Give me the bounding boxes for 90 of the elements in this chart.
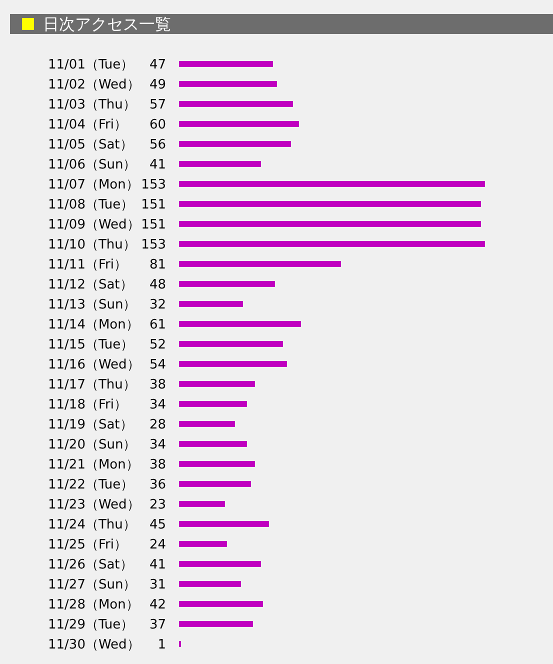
y-tick-label: 11/20（Sun） bbox=[48, 438, 136, 453]
y-tick-label: 11/06（Sun） bbox=[48, 158, 136, 173]
y-tick-label: 11/01（Tue） bbox=[48, 58, 134, 73]
y-tick-label: 11/22（Tue） bbox=[48, 478, 134, 493]
bar bbox=[179, 101, 293, 107]
y-tick-label: 11/24（Thu） bbox=[48, 518, 136, 533]
bar bbox=[179, 201, 481, 207]
data-label: 47 bbox=[149, 58, 166, 73]
y-tick-label: 11/23（Wed） bbox=[48, 498, 140, 513]
y-tick-label: 11/28（Mon） bbox=[48, 598, 139, 613]
bar bbox=[179, 601, 263, 607]
data-label: 34 bbox=[149, 438, 166, 453]
y-tick-label: 11/08（Tue） bbox=[48, 198, 134, 213]
data-label: 38 bbox=[149, 378, 166, 393]
bar bbox=[179, 561, 261, 567]
data-label: 45 bbox=[149, 518, 166, 533]
data-label: 38 bbox=[149, 458, 166, 473]
data-label: 42 bbox=[149, 598, 166, 613]
bar bbox=[179, 361, 287, 367]
data-label: 36 bbox=[149, 478, 166, 493]
y-tick-label: 11/15（Tue） bbox=[48, 338, 134, 353]
bar bbox=[179, 581, 241, 587]
bar bbox=[179, 161, 261, 167]
y-tick-label: 11/29（Tue） bbox=[48, 618, 134, 633]
data-label: 151 bbox=[141, 218, 166, 233]
y-tick-label: 11/17（Thu） bbox=[48, 378, 136, 393]
data-label: 32 bbox=[149, 298, 166, 313]
y-tick-label: 11/16（Wed） bbox=[48, 358, 140, 373]
y-tick-label: 11/07（Mon） bbox=[48, 178, 139, 193]
data-label: 41 bbox=[149, 558, 166, 573]
data-label: 81 bbox=[149, 258, 166, 273]
y-tick-label: 11/11（Fri） bbox=[48, 258, 127, 273]
bar bbox=[179, 541, 227, 547]
data-label: 31 bbox=[149, 578, 166, 593]
data-label: 24 bbox=[149, 538, 166, 553]
bar bbox=[179, 181, 485, 187]
bar bbox=[179, 221, 481, 227]
data-label: 151 bbox=[141, 198, 166, 213]
bar bbox=[179, 381, 255, 387]
y-tick-label: 11/13（Sun） bbox=[48, 298, 136, 313]
data-label: 34 bbox=[149, 398, 166, 413]
bar bbox=[179, 421, 235, 427]
bar bbox=[179, 341, 283, 347]
data-label: 48 bbox=[149, 278, 166, 293]
bar bbox=[179, 241, 485, 247]
bar bbox=[179, 621, 253, 627]
y-tick-label: 11/18（Fri） bbox=[48, 398, 127, 413]
data-label: 153 bbox=[141, 238, 166, 253]
y-tick-label: 11/05（Sat） bbox=[48, 138, 133, 153]
y-tick-label: 11/04（Fri） bbox=[48, 118, 127, 133]
data-label: 61 bbox=[149, 318, 166, 333]
data-label: 60 bbox=[149, 118, 166, 133]
y-tick-label: 11/27（Sun） bbox=[48, 578, 136, 593]
bar bbox=[179, 461, 255, 467]
data-label: 49 bbox=[149, 78, 166, 93]
data-label: 28 bbox=[149, 418, 166, 433]
bar bbox=[179, 401, 247, 407]
bar bbox=[179, 81, 277, 87]
y-tick-label: 11/14（Mon） bbox=[48, 318, 139, 333]
bar bbox=[179, 121, 299, 127]
y-tick-label: 11/12（Sat） bbox=[48, 278, 133, 293]
bar bbox=[179, 261, 341, 267]
y-tick-label: 11/10（Thu） bbox=[48, 238, 136, 253]
y-tick-label: 11/19（Sat） bbox=[48, 418, 133, 433]
data-label: 41 bbox=[149, 158, 166, 173]
bar bbox=[179, 301, 243, 307]
y-tick-label: 11/25（Fri） bbox=[48, 538, 127, 553]
data-label: 52 bbox=[149, 338, 166, 353]
data-label: 57 bbox=[149, 98, 166, 113]
bar bbox=[179, 321, 301, 327]
bar bbox=[179, 441, 247, 447]
bar bbox=[179, 481, 251, 487]
y-tick-label: 11/03（Thu） bbox=[48, 98, 136, 113]
bar bbox=[179, 521, 269, 527]
data-label: 23 bbox=[149, 498, 166, 513]
bar bbox=[179, 281, 275, 287]
y-tick-label: 11/02（Wed） bbox=[48, 78, 140, 93]
y-tick-label: 11/30（Wed） bbox=[48, 638, 140, 653]
y-tick-label: 11/09（Wed） bbox=[48, 218, 140, 233]
data-label: 37 bbox=[149, 618, 166, 633]
bar bbox=[179, 501, 225, 507]
bar bbox=[179, 141, 291, 147]
data-label: 56 bbox=[149, 138, 166, 153]
data-label: 1 bbox=[158, 638, 166, 653]
data-label: 153 bbox=[141, 178, 166, 193]
y-tick-label: 11/21（Mon） bbox=[48, 458, 139, 473]
data-label: 54 bbox=[149, 358, 166, 373]
chart-title: 日次アクセス一覧 bbox=[43, 14, 171, 34]
y-tick-label: 11/26（Sat） bbox=[48, 558, 133, 573]
bar bbox=[179, 61, 273, 67]
